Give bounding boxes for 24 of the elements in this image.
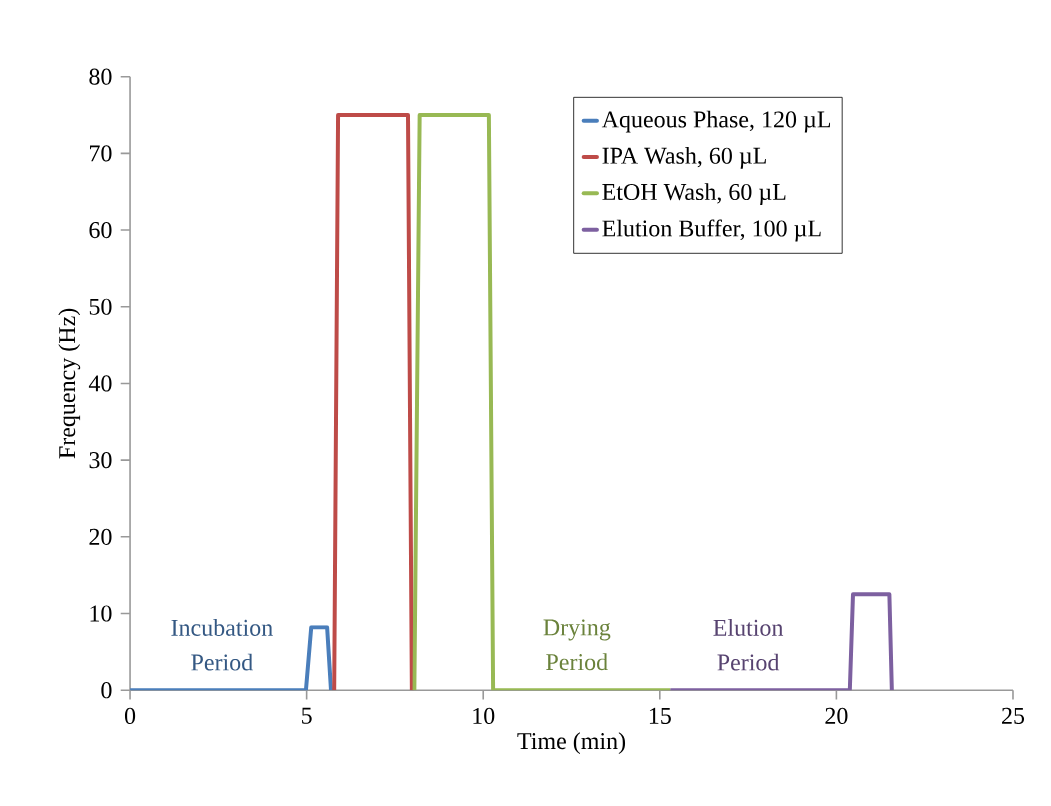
x-tick-label: 20 — [825, 707, 848, 724]
legend-label: EtOH Wash, 60 µL — [602, 183, 786, 205]
x-tick-label: 10 — [473, 707, 495, 724]
y-tick-label: 80 — [89, 68, 112, 85]
annotation: Drying Period — [543, 619, 611, 671]
y-tick-label: 30 — [89, 451, 112, 469]
y-tick-label: 60 — [89, 221, 112, 239]
y-tick-label: 40 — [88, 375, 112, 392]
y-tick-label: 20 — [89, 528, 112, 545]
y-axis-title: Frequency (Hz) — [58, 308, 81, 459]
legend-label: Aqueous Phase, 120 µL — [601, 110, 831, 133]
legend-label: Elution Buffer, 100 µL — [602, 219, 821, 242]
x-tick-label: 15 — [649, 707, 671, 724]
annotation: Incubation Period — [171, 618, 273, 671]
y-tick-label: 0 — [101, 682, 112, 699]
legend-label: IPA Wash, 60 µL — [602, 146, 766, 169]
x-tick-label: 5 — [302, 707, 312, 724]
y-tick-label: 10 — [90, 605, 112, 622]
y-tick-label: 70 — [90, 145, 112, 162]
x-tick-label: 25 — [1002, 707, 1025, 724]
annotation: Elution Period — [713, 618, 784, 671]
x-axis-title: Time (min) — [517, 732, 626, 754]
x-tick-label: 0 — [124, 707, 136, 724]
y-tick-label: 50 — [89, 298, 112, 315]
